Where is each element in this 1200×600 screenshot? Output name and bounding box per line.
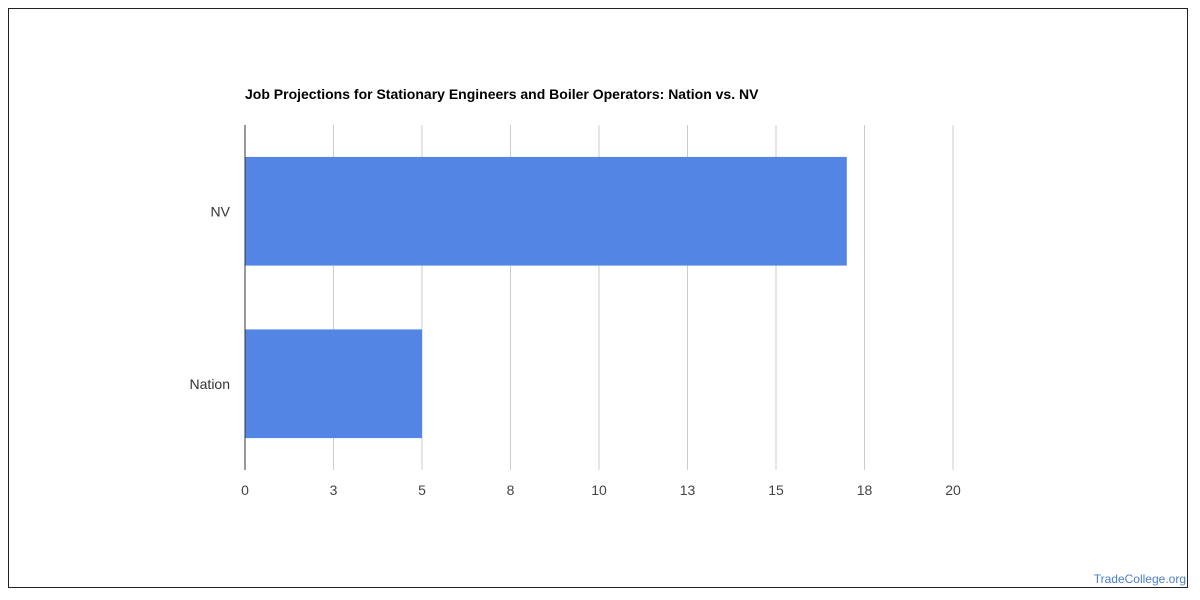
x-tick-label: 8: [507, 482, 515, 498]
x-tick-label: 10: [591, 482, 607, 498]
y-category-label: NV: [211, 203, 231, 219]
source-credit[interactable]: TradeCollege.org: [1093, 572, 1186, 586]
chart-title: Job Projections for Stationary Engineers…: [245, 86, 759, 102]
x-tick-label: 18: [857, 482, 873, 498]
x-tick-label: 3: [330, 482, 338, 498]
y-category-label: Nation: [190, 376, 230, 392]
bar-nv[interactable]: [245, 156, 847, 266]
x-tick-label: 13: [680, 482, 696, 498]
bar-nation[interactable]: [245, 329, 422, 439]
axis-labels: 0 3 5 8 10 13 15 18 20 NV Nation: [190, 203, 961, 498]
x-tick-label: 0: [241, 482, 249, 498]
x-tick-label: 15: [768, 482, 784, 498]
x-tick-label: 20: [945, 482, 961, 498]
x-tick-label: 5: [418, 482, 426, 498]
chart-frame: [8, 8, 1188, 588]
bars: [245, 156, 847, 439]
